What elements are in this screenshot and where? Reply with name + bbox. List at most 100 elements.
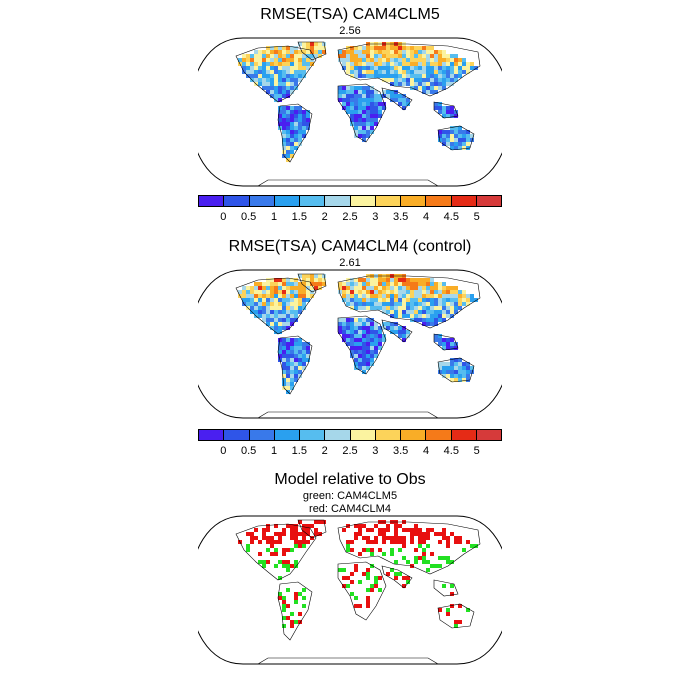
grid-cell — [450, 346, 454, 350]
colorbar-tick-label: 1 — [270, 445, 278, 457]
colorbar-swatch — [401, 430, 427, 440]
grid-cell — [358, 278, 362, 282]
grid-cell — [406, 310, 410, 314]
grid-cell — [378, 54, 382, 58]
grid-cell — [282, 142, 286, 146]
grid-cell — [294, 146, 298, 150]
grid-cell — [354, 318, 358, 322]
grid-cell — [282, 110, 286, 114]
grid-cell — [366, 568, 370, 572]
grid-cell — [426, 528, 430, 532]
grid-cell — [362, 70, 366, 74]
grid-cell — [286, 374, 290, 378]
grid-cell — [358, 354, 362, 358]
grid-cell — [282, 342, 286, 346]
grid-cell — [370, 110, 374, 114]
grid-cell — [278, 70, 282, 74]
grid-cell — [458, 74, 462, 78]
grid-cell — [402, 326, 406, 330]
colorbar-tick-label: 4 — [422, 445, 430, 457]
grid-cell — [306, 354, 310, 358]
grid-cell — [370, 66, 374, 70]
grid-cell — [394, 90, 398, 94]
grid-cell — [442, 74, 446, 78]
grid-cell — [454, 78, 458, 82]
grid-cell — [270, 58, 274, 62]
colorbar-tick-label: 2.5 — [342, 211, 358, 223]
grid-cell — [298, 122, 302, 126]
grid-cell — [462, 370, 466, 374]
grid-cell — [382, 310, 386, 314]
grid-cell — [290, 358, 294, 362]
grid-cell — [442, 58, 446, 62]
grid-cell — [398, 58, 402, 62]
grid-cell — [286, 54, 290, 58]
grid-cell — [298, 370, 302, 374]
grid-cell — [374, 90, 378, 94]
grid-cell — [402, 540, 406, 544]
grid-cell — [410, 66, 414, 70]
grid-cell — [426, 66, 430, 70]
grid-cell — [410, 306, 414, 310]
grid-cell — [342, 286, 346, 290]
grid-cell — [394, 54, 398, 58]
grid-cell — [302, 350, 306, 354]
grid-cell — [362, 278, 366, 282]
grid-cell — [246, 532, 250, 536]
grid-cell — [346, 302, 350, 306]
grid-cell — [346, 548, 350, 552]
grid-cell — [294, 366, 298, 370]
grid-cell — [282, 564, 286, 568]
grid-cell — [270, 314, 274, 318]
grid-cell — [410, 540, 414, 544]
grid-cell — [286, 58, 290, 62]
grid-cell — [250, 70, 254, 74]
grid-cell — [370, 294, 374, 298]
grid-cell — [306, 282, 310, 286]
grid-cell — [322, 50, 326, 54]
grid-cell — [458, 374, 462, 378]
grid-cell — [298, 286, 302, 290]
grid-cell — [262, 564, 266, 568]
grid-cell — [454, 310, 458, 314]
grid-cell — [358, 362, 362, 366]
grid-cell — [446, 62, 450, 66]
panel3-map-frame — [198, 515, 502, 665]
grid-cell — [286, 318, 290, 322]
grid-cell — [290, 306, 294, 310]
grid-cell — [422, 282, 426, 286]
grid-cell — [306, 528, 310, 532]
grid-cell — [270, 286, 274, 290]
grid-cell — [250, 290, 254, 294]
grid-cell — [366, 588, 370, 592]
grid-cell — [366, 294, 370, 298]
grid-cell — [302, 302, 306, 306]
grid-cell — [290, 536, 294, 540]
grid-cell — [450, 66, 454, 70]
colorbar-tick-label: 3 — [372, 445, 379, 457]
grid-cell — [354, 74, 358, 78]
grid-cell — [446, 286, 450, 290]
grid-cell — [290, 282, 294, 286]
grid-cell — [430, 310, 434, 314]
grid-cell — [298, 362, 302, 366]
grid-cell — [394, 326, 398, 330]
grid-cell — [282, 294, 286, 298]
grid-cell — [406, 298, 410, 302]
grid-cell — [466, 362, 470, 366]
grid-cell — [402, 290, 406, 294]
grid-cell — [358, 282, 362, 286]
grid-cell — [406, 98, 410, 102]
grid-cell — [446, 556, 450, 560]
grid-cell — [362, 62, 366, 66]
grid-cell — [402, 528, 406, 532]
grid-cell — [398, 540, 402, 544]
grid-cell — [310, 274, 314, 278]
colorbar-swatch — [375, 430, 401, 440]
grid-cell — [306, 298, 310, 302]
grid-cell — [262, 66, 266, 70]
grid-cell — [438, 66, 442, 70]
grid-cell — [402, 310, 406, 314]
grid-cell — [290, 118, 294, 122]
grid-cell — [446, 58, 450, 62]
